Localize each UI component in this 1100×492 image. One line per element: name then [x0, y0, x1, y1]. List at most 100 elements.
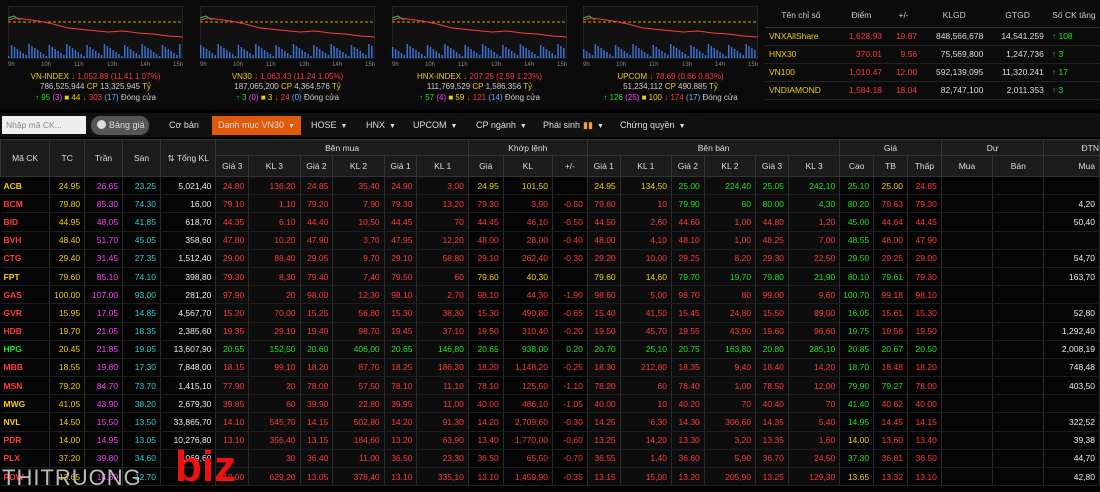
symbol-cell[interactable]: MSN — [0, 376, 51, 396]
table-row[interactable]: PDR 14.00 14.95 13.05 10,276,80 13.10 356,40 13… — [0, 431, 1100, 450]
index-row[interactable]: VNDIAMOND 1,584.18 18.04 82,747,100 2,011.35… — [765, 81, 1100, 100]
symbol-cell[interactable]: GAS — [0, 285, 51, 305]
table-row[interactable]: GAS 100.00 107.00 93.00 281,20 97.90 20 98.00 12… — [0, 285, 1100, 305]
index-chart-3[interactable]: 9h 10h 11h 13h 14h 15h UPCOM ↓ 78.69 (0.66 0.8… — [578, 2, 763, 108]
ask-price2-cell: 14.30 — [671, 412, 705, 432]
up-count: ↑ 3 — [235, 93, 247, 102]
ask-price2-cell: 78.40 — [671, 376, 705, 396]
symbol-cell[interactable]: POW — [0, 467, 51, 487]
index-row-point: 1,584.18 — [836, 81, 887, 100]
symbol-cell[interactable]: MWG — [0, 394, 51, 414]
symbol-cell[interactable]: GVR — [0, 303, 51, 323]
ceiling-cell: 21.85 — [84, 340, 124, 359]
bid-price3-cell: 39.85 — [215, 394, 250, 414]
volume-bar — [347, 56, 350, 58]
table-row[interactable]: NVL 14.50 15.50 13.50 33,865,70 14.10 545,70 14… — [0, 412, 1100, 432]
table-row[interactable]: PLX 37.20 39.80 34.60 1,069,60 30 36.40 11,00 36… — [0, 449, 1100, 469]
table-row[interactable]: CTG 29.40 31.45 27.35 1,512,40 29.00 88,40 29.0… — [0, 249, 1100, 268]
table-row[interactable]: MSN 79.20 84.70 73.70 1,415,10 77.90 20 78.00 57… — [0, 376, 1100, 396]
table-row[interactable]: BID 44.95 48.05 41.85 618,70 44.35 6,10 44.40 10… — [0, 212, 1100, 232]
volume-bar — [745, 44, 747, 58]
ask-price3-cell: 80.00 — [755, 194, 789, 214]
volume-bar — [397, 51, 400, 58]
volume-bar — [208, 51, 211, 58]
volume-bar — [252, 55, 254, 58]
volume-bar — [289, 55, 292, 58]
table-row[interactable]: BVH 48.40 51.70 45.05 358,60 47.80 10,20 47.90 3… — [0, 231, 1100, 250]
tab-phai-sinh[interactable]: Phái sinh ▮▮ ▼ — [543, 116, 604, 135]
table-row[interactable]: GVR 15.95 17.05 14.85 4,567,70 15.20 70,00 15.2… — [0, 303, 1100, 323]
ask-vol2-cell: 205,90 — [704, 467, 757, 487]
volume-bar — [109, 48, 111, 58]
floor-count: (17) — [686, 93, 701, 102]
time-tick: 15h — [173, 62, 183, 68]
table-row[interactable]: MBB 18.55 19.80 17.30 7,848,00 18.15 99,10 18.2… — [0, 358, 1100, 378]
tab-hnx[interactable]: HNX ▼ — [366, 116, 396, 135]
volume-bar — [487, 48, 490, 58]
symbol-cell[interactable]: BID — [0, 212, 51, 232]
floor-count: (14) — [488, 93, 503, 102]
floor-cell: 27.35 — [122, 249, 162, 268]
table-row[interactable]: HPG 20.45 21.85 19.05 13,607,90 20.55 152,50 20… — [0, 340, 1100, 359]
ty-label: Tỷ — [331, 82, 341, 91]
symbol-cell[interactable]: MBB — [0, 358, 51, 378]
index-chart-2[interactable]: 9h 10h 11h 13h 14h 15h HNX-INDEX ↓ 207.25 (2.5… — [387, 2, 572, 108]
bang-gia-toggle[interactable]: Bảng giá — [91, 116, 149, 135]
tab-chung-quyen[interactable]: Chứng quyền ▼ — [620, 116, 686, 135]
symbol-cell[interactable]: FPT — [0, 267, 51, 287]
index-chart-1[interactable]: 9h 10h 11h 13h 14h 15h VN30 ↓ 1,063.43 (11.24 … — [195, 2, 380, 108]
bid-price3-cell: 19.35 — [215, 322, 250, 341]
tab-cp-nganh[interactable]: CP ngành ▼ — [476, 116, 527, 135]
index-row[interactable]: HNX30 370.01 9.56 75,569,800 1,247.736 ↑ 3 — [765, 45, 1100, 64]
tab-co-ban[interactable]: Cơ bản — [169, 116, 199, 135]
tab-vn30[interactable]: Danh mục VN30 ▼ — [212, 116, 301, 135]
table-row[interactable]: HDB 19.70 21.05 18.35 2,385,60 19.35 29,10 19.4… — [0, 322, 1100, 341]
volume-bar — [510, 51, 513, 58]
index-row[interactable]: VN100 1,010.47 12.00 592,139,095 11,320.241 ↑… — [765, 63, 1100, 82]
table-row[interactable]: BCM 79.80 85.30 74.30 16,00 79.10 1,10 79.20 7,9… — [0, 194, 1100, 214]
ask-vol1-cell: 15,00 — [620, 467, 672, 487]
index-row[interactable]: VNXAllShare 1,628.93 19.87 848,566,678 14,54… — [765, 27, 1100, 46]
table-row[interactable]: FPT 79.60 85.10 74.10 398,80 79.30 8,30 79.40 7,… — [0, 267, 1100, 287]
total-volume-cell: 281,20 — [160, 285, 217, 305]
volume-bar — [513, 53, 516, 58]
tab-hose[interactable]: HOSE ▼ — [311, 116, 347, 135]
symbol-cell[interactable]: HPG — [0, 340, 51, 359]
index-chart-0[interactable]: 9h 10h 11h 13h 14h 15h VN-INDEX ↓ 1,052.89 (11… — [3, 2, 188, 108]
ask-vol2-cell: 8,20 — [704, 249, 757, 268]
symbol-cell[interactable]: PDR — [0, 431, 51, 450]
match-vol-cell: 3,90 — [503, 194, 553, 214]
du-ban-cell — [992, 322, 1045, 341]
ceiling-cell: 14.95 — [84, 431, 124, 450]
match-change-cell: 0.20 — [552, 340, 588, 359]
table-row[interactable]: ACB 24.95 26.65 23.25 5,021,40 24.80 136,20 24.… — [0, 176, 1100, 196]
volume-bar — [234, 56, 237, 58]
ask-price1-cell: 13.25 — [587, 431, 621, 450]
match-vol-cell: 486,10 — [503, 394, 553, 414]
tab-upcom[interactable]: UPCOM ▼ — [413, 116, 457, 135]
search-input[interactable] — [2, 116, 86, 134]
floor-cell: 93.00 — [122, 285, 162, 305]
toggle-icon — [97, 120, 106, 129]
symbol-cell[interactable]: ACB — [0, 176, 51, 196]
volume-bar — [266, 52, 269, 58]
symbol-cell[interactable]: CTG — [0, 249, 51, 268]
symbol-cell[interactable]: BVH — [0, 231, 51, 250]
volume-bar — [243, 49, 245, 58]
ask-vol3-cell: 22,50 — [788, 249, 841, 268]
table-row[interactable]: MWG 41.05 43.90 38.20 2,679,30 39.85 60 39.90 22… — [0, 394, 1100, 414]
volume-bar — [217, 44, 219, 58]
table-row[interactable]: POW 13.65 14.60 12.70 13.00 629,20 13.05 378,40… — [0, 467, 1100, 487]
tc-cell: 20.45 — [49, 340, 86, 359]
volume-bar — [588, 53, 591, 58]
time-tick: 10h — [425, 62, 435, 68]
symbol-cell[interactable]: HDB — [0, 322, 51, 341]
col-tongkl[interactable]: ⇅ Tổng KL — [160, 139, 217, 177]
symbol-cell[interactable]: BCM — [0, 194, 51, 214]
bid-vol3-cell: 136,20 — [248, 176, 301, 196]
symbol-cell[interactable]: PLX — [0, 449, 51, 469]
du-mua-cell — [941, 358, 994, 378]
symbol-cell[interactable]: NVL — [0, 412, 51, 432]
du-ban-cell — [992, 249, 1045, 268]
volume-bar — [237, 45, 240, 58]
